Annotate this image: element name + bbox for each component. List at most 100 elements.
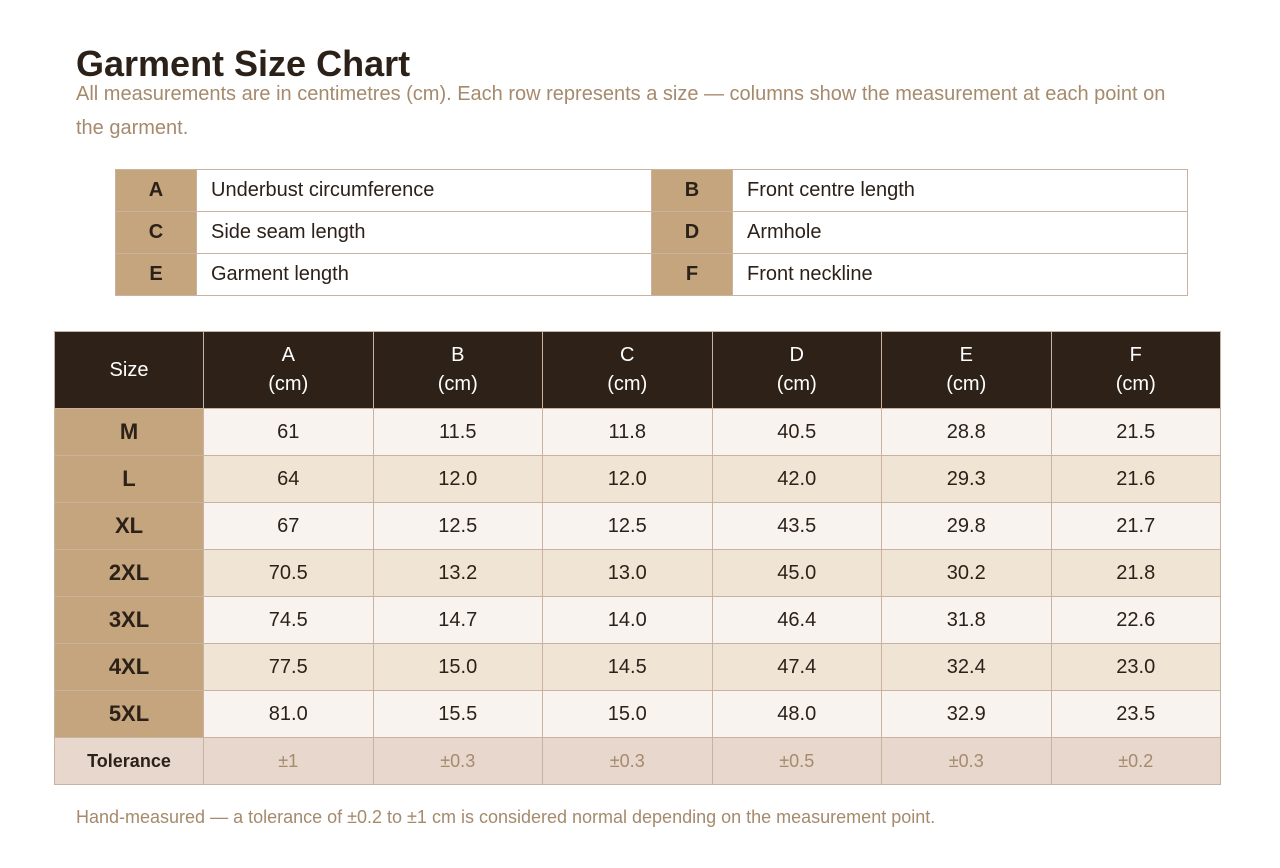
column-header-c: C (cm) (542, 331, 713, 409)
measurement-cell: 14.5 (542, 643, 713, 691)
measurement-cell: 29.8 (881, 502, 1052, 550)
size-label: 5XL (54, 690, 204, 738)
measurement-cell: 12.0 (372, 455, 543, 503)
measurement-cell: 23.0 (1050, 643, 1221, 691)
measurement-cell: 45.0 (711, 549, 882, 597)
measurement-cell: 14.0 (542, 596, 713, 644)
column-unit: (cm) (268, 373, 309, 395)
column-header-b: B (cm) (372, 331, 543, 409)
measurement-cell: 67 (203, 502, 374, 550)
measurement-cell: 77.5 (203, 643, 374, 691)
measurement-cell: 12.0 (542, 455, 713, 503)
measurement-cell: 29.3 (881, 455, 1052, 503)
column-unit: (cm) (607, 373, 648, 395)
size-table: Size A (cm) B (cm) C (cm) D (cm) E (cm) F (cm)… (54, 331, 1221, 785)
measurement-cell: 22.6 (1050, 596, 1221, 644)
size-label: 4XL (54, 643, 204, 691)
measurement-cell: 15.0 (542, 690, 713, 738)
tolerance-cell: ±0.5 (711, 737, 882, 785)
size-row-2xl: 2XL 70.5 13.2 13.0 45.0 30.2 21.8 (54, 549, 1221, 597)
measurement-legend: A Underbust circumference B Front centre… (115, 169, 1188, 296)
measurement-cell: 42.0 (711, 455, 882, 503)
measurement-cell: 81.0 (203, 690, 374, 738)
measurement-cell: 21.8 (1050, 549, 1221, 597)
column-code: D (789, 344, 804, 366)
legend-label: Front centre length (732, 169, 1188, 212)
measurement-cell: 32.4 (881, 643, 1052, 691)
measurement-cell: 46.4 (711, 596, 882, 644)
column-unit: (cm) (1115, 373, 1156, 395)
column-code: A (281, 344, 295, 366)
tolerance-label: Tolerance (54, 737, 204, 785)
legend-label: Side seam length (196, 211, 652, 254)
measurement-cell: 70.5 (203, 549, 374, 597)
measurement-cell: 13.0 (542, 549, 713, 597)
measurement-cell: 47.4 (711, 643, 882, 691)
measurement-cell: 12.5 (372, 502, 543, 550)
size-column-header: Size (54, 331, 204, 409)
legend-code: E (115, 253, 197, 296)
legend-label: Garment length (196, 253, 652, 296)
measurement-cell: 23.5 (1050, 690, 1221, 738)
size-label: 3XL (54, 596, 204, 644)
page-subtitle: All measurements are in centimetres (cm)… (76, 83, 1166, 139)
legend-code: A (115, 169, 197, 212)
column-code: B (451, 344, 465, 366)
column-unit: (cm) (946, 373, 987, 395)
column-header-a: A (cm) (203, 331, 374, 409)
size-table-header-row: Size A (cm) B (cm) C (cm) D (cm) E (cm) F (cm) (54, 331, 1221, 409)
size-row-3xl: 3XL 74.5 14.7 14.0 46.4 31.8 22.6 (54, 596, 1221, 644)
measurement-cell: 40.5 (711, 408, 882, 456)
size-row-4xl: 4XL 77.5 15.0 14.5 47.4 32.4 23.0 (54, 643, 1221, 691)
legend-label: Underbust circumference (196, 169, 652, 212)
size-label: 2XL (54, 549, 204, 597)
legend-label: Armhole (732, 211, 1188, 254)
page-title: Garment Size Chart (76, 43, 411, 84)
measurement-cell: 11.8 (542, 408, 713, 456)
column-header-f: F (cm) (1050, 331, 1221, 409)
column-code: C (620, 344, 635, 366)
tolerance-cell: ±0.3 (881, 737, 1052, 785)
size-label: L (54, 455, 204, 503)
column-unit: (cm) (437, 373, 478, 395)
measurement-cell: 28.8 (881, 408, 1052, 456)
column-header-e: E (cm) (881, 331, 1052, 409)
tolerance-row: Tolerance ±1 ±0.3 ±0.3 ±0.5 ±0.3 ±0.2 (54, 737, 1221, 785)
measurement-cell: 30.2 (881, 549, 1052, 597)
legend-code: B (651, 169, 733, 212)
size-row-xl: XL 67 12.5 12.5 43.5 29.8 21.7 (54, 502, 1221, 550)
column-code: E (959, 344, 973, 366)
measurement-cell: 74.5 (203, 596, 374, 644)
legend-code: D (651, 211, 733, 254)
size-label: XL (54, 502, 204, 550)
tolerance-cell: ±0.3 (542, 737, 713, 785)
measurement-cell: 64 (203, 455, 374, 503)
measurement-cell: 15.0 (372, 643, 543, 691)
column-unit: (cm) (776, 373, 817, 395)
legend-row: C Side seam length D Armhole (115, 211, 1188, 254)
size-row-l: L 64 12.0 12.0 42.0 29.3 21.6 (54, 455, 1221, 503)
legend-row: A Underbust circumference B Front centre… (115, 169, 1188, 212)
tolerance-cell: ±1 (203, 737, 374, 785)
measurement-cell: 12.5 (542, 502, 713, 550)
size-row-5xl: 5XL 81.0 15.5 15.0 48.0 32.9 23.5 (54, 690, 1221, 738)
measurement-cell: 21.5 (1050, 408, 1221, 456)
footnote: Hand-measured — a tolerance of ±0.2 to ±… (76, 807, 936, 827)
measurement-cell: 14.7 (372, 596, 543, 644)
measurement-cell: 43.5 (711, 502, 882, 550)
measurement-cell: 61 (203, 408, 374, 456)
legend-label: Front neckline (732, 253, 1188, 296)
size-row-m: M 61 11.5 11.8 40.5 28.8 21.5 (54, 408, 1221, 456)
measurement-cell: 21.7 (1050, 502, 1221, 550)
legend-code: F (651, 253, 733, 296)
measurement-cell: 15.5 (372, 690, 543, 738)
column-header-d: D (cm) (711, 331, 882, 409)
tolerance-cell: ±0.3 (372, 737, 543, 785)
size-label: M (54, 408, 204, 456)
measurement-cell: 48.0 (711, 690, 882, 738)
tolerance-cell: ±0.2 (1050, 737, 1221, 785)
measurement-cell: 32.9 (881, 690, 1052, 738)
legend-code: C (115, 211, 197, 254)
legend-row: E Garment length F Front neckline (115, 253, 1188, 296)
measurement-cell: 11.5 (372, 408, 543, 456)
